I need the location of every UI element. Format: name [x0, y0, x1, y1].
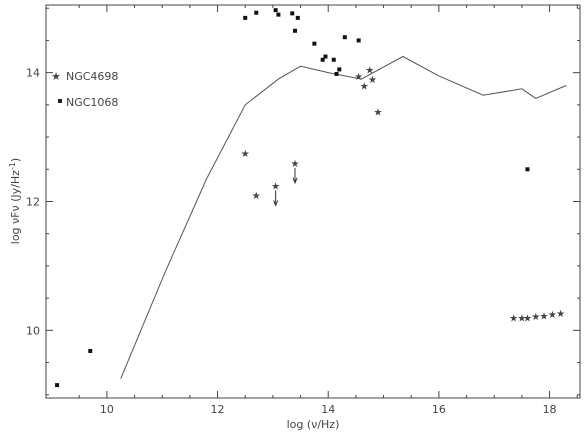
ngc1068-point	[323, 54, 328, 59]
ngc4698-point: ★	[517, 313, 526, 324]
y-tick-label: 14	[26, 67, 40, 80]
x-axis-title: log (ν/Hz)	[287, 418, 340, 431]
legend-label-ngc4698: NGC4698	[66, 70, 118, 83]
x-tick-label: 16	[432, 403, 446, 416]
y-axis-title-main: log νFν (Jy/Hz	[9, 170, 22, 244]
ngc4698-point: ★	[540, 312, 549, 323]
x-tick-label: 10	[100, 403, 114, 416]
ngc4698-point: ★	[374, 107, 383, 118]
ngc1068-point	[55, 383, 60, 388]
ngc4698-upper-limit-point: ★	[291, 159, 300, 170]
legend-label-ngc1068: NGC1068	[66, 96, 118, 109]
ngc4698-point: ★	[365, 65, 374, 76]
ngc1068-point	[276, 12, 281, 17]
ngc4698-point: ★	[509, 313, 518, 324]
ngc1068-point	[356, 38, 361, 43]
y-tick-label: 10	[26, 324, 40, 337]
axis-tick-labels: 10 12 14 16 18 10 12 14	[26, 67, 557, 416]
plot-frame	[45, 4, 581, 399]
axis-ticks	[46, 5, 580, 398]
ngc4698-upper-limit-point: ★	[271, 181, 280, 192]
ngc1068-point	[342, 35, 347, 40]
ngc4698-point: ★	[368, 75, 377, 86]
ngc1068-point	[254, 10, 259, 15]
ngc1068-point	[337, 67, 342, 72]
ngc1068-point	[243, 15, 248, 20]
legend-star-symbol: ★	[51, 70, 61, 83]
ngc1068-point	[88, 348, 93, 353]
ngc4698-point: ★	[252, 191, 261, 202]
ngc1068-point	[320, 57, 325, 62]
x-tick-label: 14	[321, 403, 335, 416]
y-axis-title-close: )	[9, 158, 22, 162]
data-markers: ★★★★★★★★ ★★ ★ ★ ★ ★★★	[55, 8, 565, 388]
upper-limit-arrow-head	[292, 177, 298, 185]
ngc4698-point: ★	[354, 72, 363, 83]
ngc4698-point: ★	[241, 149, 250, 160]
ngc4698-point: ★	[523, 313, 532, 324]
upper-limit-arrow-head	[273, 200, 279, 207]
model-curve	[120, 55, 567, 379]
model-curve-path	[120, 55, 567, 379]
x-tick-label: 18	[543, 403, 557, 416]
ngc4698-point: ★	[556, 309, 565, 320]
ngc1068-point	[273, 8, 278, 13]
x-tick-label: 12	[211, 403, 225, 416]
ngc4698-point: ★	[548, 310, 557, 321]
y-tick-label: 12	[26, 196, 40, 209]
ngc1068-point	[295, 15, 300, 20]
ngc1068-point	[312, 41, 317, 46]
y-axis-title-sup: -1	[8, 162, 17, 170]
ngc1068-point	[331, 57, 336, 62]
legend-square-symbol	[58, 99, 62, 103]
ngc4698-point: ★	[531, 312, 540, 323]
y-axis-title: log νFν (Jy/Hz-1)	[8, 158, 22, 244]
ngc1068-point	[525, 167, 530, 172]
ngc4698-point: ★	[360, 82, 369, 93]
ngc1068-point	[334, 71, 339, 76]
ngc1068-point	[293, 28, 298, 33]
legend: ★ NGC4698 NGC1068	[51, 70, 118, 109]
ngc1068-point	[290, 11, 295, 16]
